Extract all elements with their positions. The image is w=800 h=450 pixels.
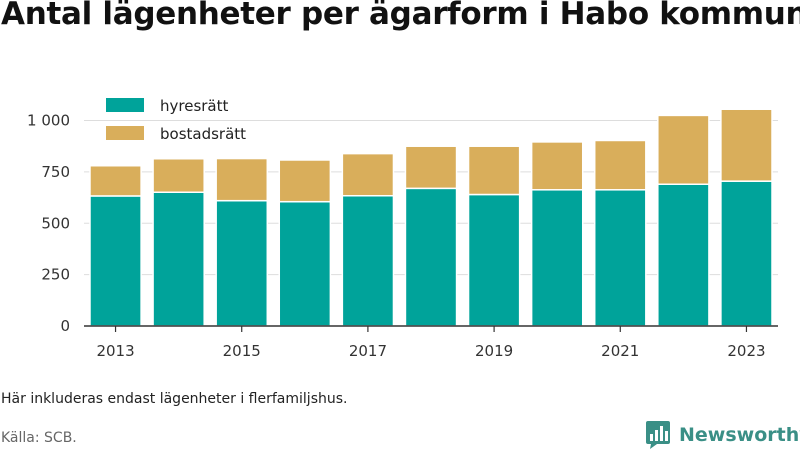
bar-hyresratt xyxy=(593,189,647,327)
x-tick-label: 2021 xyxy=(601,342,639,360)
legend-label-hyresratt: hyresrätt xyxy=(160,97,229,115)
bar-hyresratt xyxy=(89,195,142,327)
x-tick-label: 2015 xyxy=(223,342,261,360)
legend-swatch-hyresratt xyxy=(106,98,144,112)
stacked-bar-chart: 0 250 500 750 1 000 2013 2015 2017 2019 2021 2023… xyxy=(27,97,778,360)
bars xyxy=(89,108,773,327)
x-tick-label: 2019 xyxy=(475,342,513,360)
source-text: Källa: SCB. xyxy=(1,430,77,446)
y-tick-label: 250 xyxy=(41,266,70,284)
bar-bostadsratt xyxy=(215,157,269,202)
bar-bostadsratt xyxy=(89,164,142,197)
bar-hyresratt xyxy=(341,194,395,327)
bar-hyresratt xyxy=(404,187,458,327)
bar-bostadsratt xyxy=(467,145,521,196)
y-tick-label: 0 xyxy=(60,317,70,335)
legend-swatch-bostadsratt xyxy=(106,126,144,140)
brand-name: Newsworthy xyxy=(679,424,800,446)
bar-hyresratt xyxy=(720,180,773,327)
y-tick-label: 500 xyxy=(41,214,70,232)
bar-hyresratt xyxy=(215,199,269,327)
x-tick-label: 2013 xyxy=(96,342,134,360)
bar-hyresratt xyxy=(278,200,332,327)
bar-hyresratt xyxy=(530,189,584,327)
newsworthy-logo[interactable]: Newsworthy xyxy=(645,420,800,450)
x-axis-ticks: 2013 2015 2017 2019 2021 2023 xyxy=(96,326,766,360)
x-tick-label: 2023 xyxy=(727,342,765,360)
chart-note: Här inkluderas endast lägenheter i flerf… xyxy=(1,391,348,407)
bar-bostadsratt xyxy=(404,145,458,190)
y-axis-ticks: 0 250 500 750 1 000 xyxy=(27,112,70,335)
bar-bostadsratt xyxy=(278,159,332,203)
chart-title: Antal lägenheter per ägarform i Habo kom… xyxy=(1,0,800,32)
bar-hyresratt xyxy=(467,193,521,327)
bar-bostadsratt xyxy=(593,139,647,191)
bar-bostadsratt xyxy=(657,114,710,185)
y-tick-label: 1 000 xyxy=(27,112,70,130)
y-tick-label: 750 xyxy=(41,163,70,181)
bar-bostadsratt xyxy=(152,158,205,193)
bar-bostadsratt xyxy=(720,108,773,182)
bar-bostadsratt xyxy=(530,141,584,191)
bar-hyresratt xyxy=(657,183,710,327)
bar-bostadsratt xyxy=(341,152,395,197)
bar-hyresratt xyxy=(152,191,205,327)
logo-icon xyxy=(646,421,670,449)
legend-label-bostadsratt: bostadsrätt xyxy=(160,125,246,143)
legend: hyresrätt bostadsrätt xyxy=(106,97,246,143)
x-tick-label: 2017 xyxy=(349,342,387,360)
